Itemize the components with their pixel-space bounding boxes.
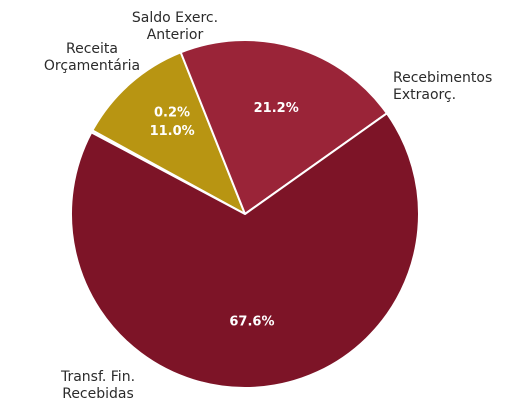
pie-percent-label-transf-fin-recebidas: 67.6% [229, 314, 274, 329]
pie-percent-label-saldo-exerc-anterior: 11.0% [150, 124, 195, 139]
pie-category-label-saldo-exerc-anterior: Saldo Exerc. Anterior [132, 10, 218, 43]
pie-slices [70, 39, 420, 389]
pie-category-label-recebimentos-extraorc: Recebimentos Extraorç. [393, 70, 492, 103]
pie-percent-labels: 0.2% 11.0% 21.2% 67.6% [150, 101, 299, 329]
pie-category-label-receita-orcamentaria: Receita Orçamentária [44, 41, 140, 74]
pie-percent-label-recebimentos-extraorc: 21.2% [254, 101, 299, 116]
pie-slice-saldo-exerc-anterior [91, 51, 246, 215]
pie-category-label-transf-fin-recebidas: Transf. Fin. Recebidas [60, 369, 135, 402]
pie-slice-transf-fin-recebidas [70, 112, 420, 389]
pie-percent-label-receita-orcamentaria: 0.2% [154, 106, 190, 121]
pie-slice-recebimentos-extraorc [179, 39, 388, 215]
